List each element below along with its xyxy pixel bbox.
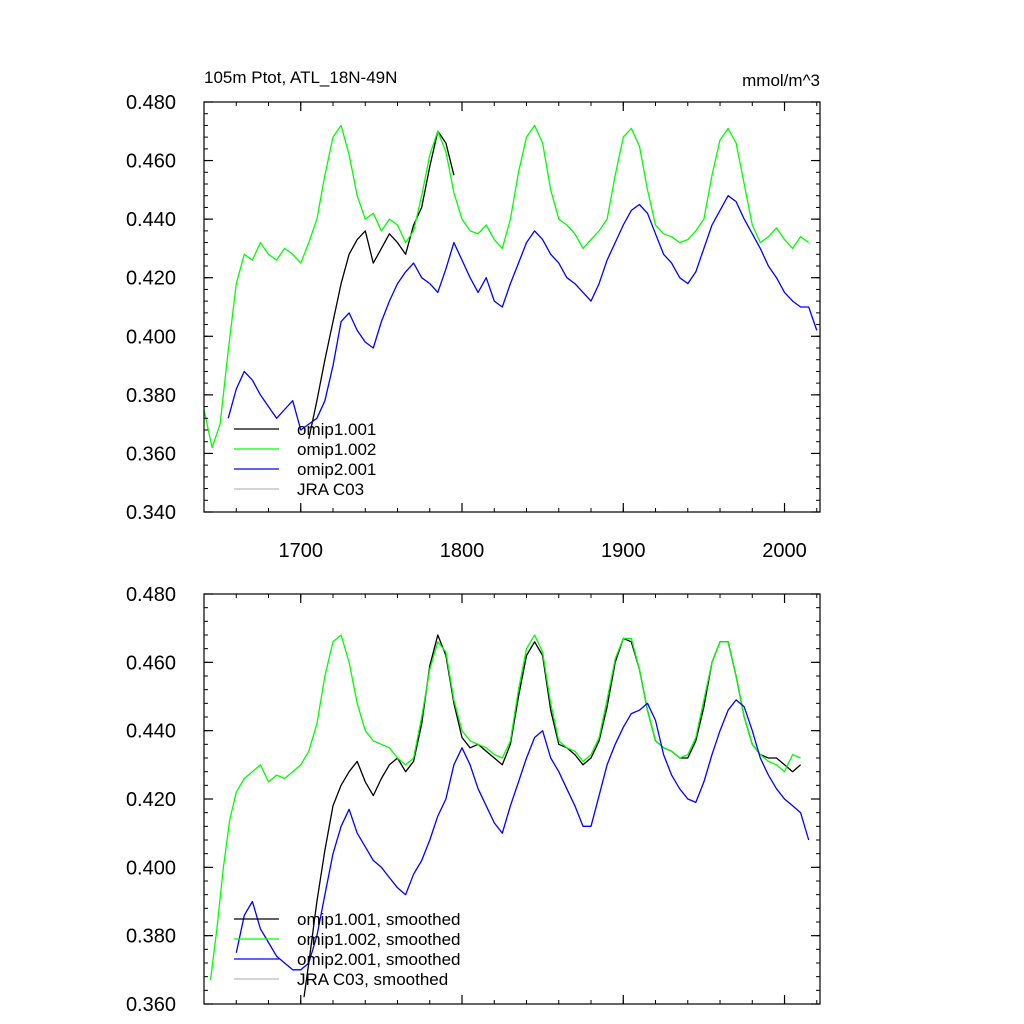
top-plot-frame: [203, 101, 821, 513]
top-panel: 105m Ptot, ATL_18N-49N mmol/m^3 0.3400.3…: [126, 68, 821, 562]
top-y-tick-label: 0.380: [126, 385, 176, 407]
bottom-axes: 0.360 0.380 0.400 0.420 0.440 0.460 0.480: [126, 584, 821, 1016]
bottom-y-tick-label: 0.380: [126, 926, 176, 948]
bottom-panel: 0.360 0.380 0.400 0.420 0.440 0.460 0.480 omip…: [126, 584, 821, 1016]
top-series-line-1: [203, 124, 810, 449]
bottom-y-tick-label: 0.460: [126, 652, 176, 674]
top-x-tick-label: 2000: [762, 540, 807, 562]
top-legend-label-3: JRA C03: [297, 480, 364, 499]
top-axes: 0.340 0.360 0.380 0.400 0.420 0.440 0.460 0.480…: [126, 92, 821, 562]
bottom-legend-label-1: omip1.002, smoothed: [297, 930, 461, 949]
top-series-group: [203, 124, 818, 449]
bottom-legend-label-0: omip1.001, smoothed: [297, 910, 461, 929]
top-y-tick-label: 0.360: [126, 443, 176, 465]
top-y-tick-label: 0.420: [126, 268, 176, 290]
top-y-tick-label: 0.460: [126, 151, 176, 173]
bottom-series-line-2: [235, 699, 810, 971]
top-x-tick-label: 1900: [601, 540, 646, 562]
bottom-y-tick-label: 0.360: [126, 994, 176, 1016]
bottom-y-tick-label: 0.440: [126, 721, 176, 743]
bottom-y-tick-label: 0.480: [126, 584, 176, 606]
top-legend-label-1: omip1.002: [297, 440, 376, 459]
bottom-legend-label-2: omip2.001, smoothed: [297, 950, 461, 969]
top-y-tick-label: 0.480: [126, 92, 176, 114]
top-series-line-0: [308, 130, 455, 439]
top-legend-label-0: omip1.001: [297, 420, 376, 439]
bottom-y-tick-label: 0.400: [126, 857, 176, 879]
bottom-legend-label-3: JRA C03, smoothed: [297, 970, 448, 989]
top-y-tick-label: 0.400: [126, 326, 176, 348]
top-y-tick-label: 0.340: [126, 502, 176, 524]
units-label: mmol/m^3: [742, 71, 820, 90]
top-series-line-2: [227, 195, 818, 431]
top-y-tick-label: 0.440: [126, 209, 176, 231]
bottom-y-tick-label: 0.420: [126, 789, 176, 811]
bottom-series-line-1: [209, 634, 801, 981]
top-legend-label-2: omip2.001: [297, 460, 376, 479]
top-x-tick-label: 1700: [279, 540, 324, 562]
top-x-tick-label: 1800: [440, 540, 485, 562]
bottom-series-group: [209, 634, 810, 998]
chart-title: 105m Ptot, ATL_18N-49N: [204, 68, 397, 87]
